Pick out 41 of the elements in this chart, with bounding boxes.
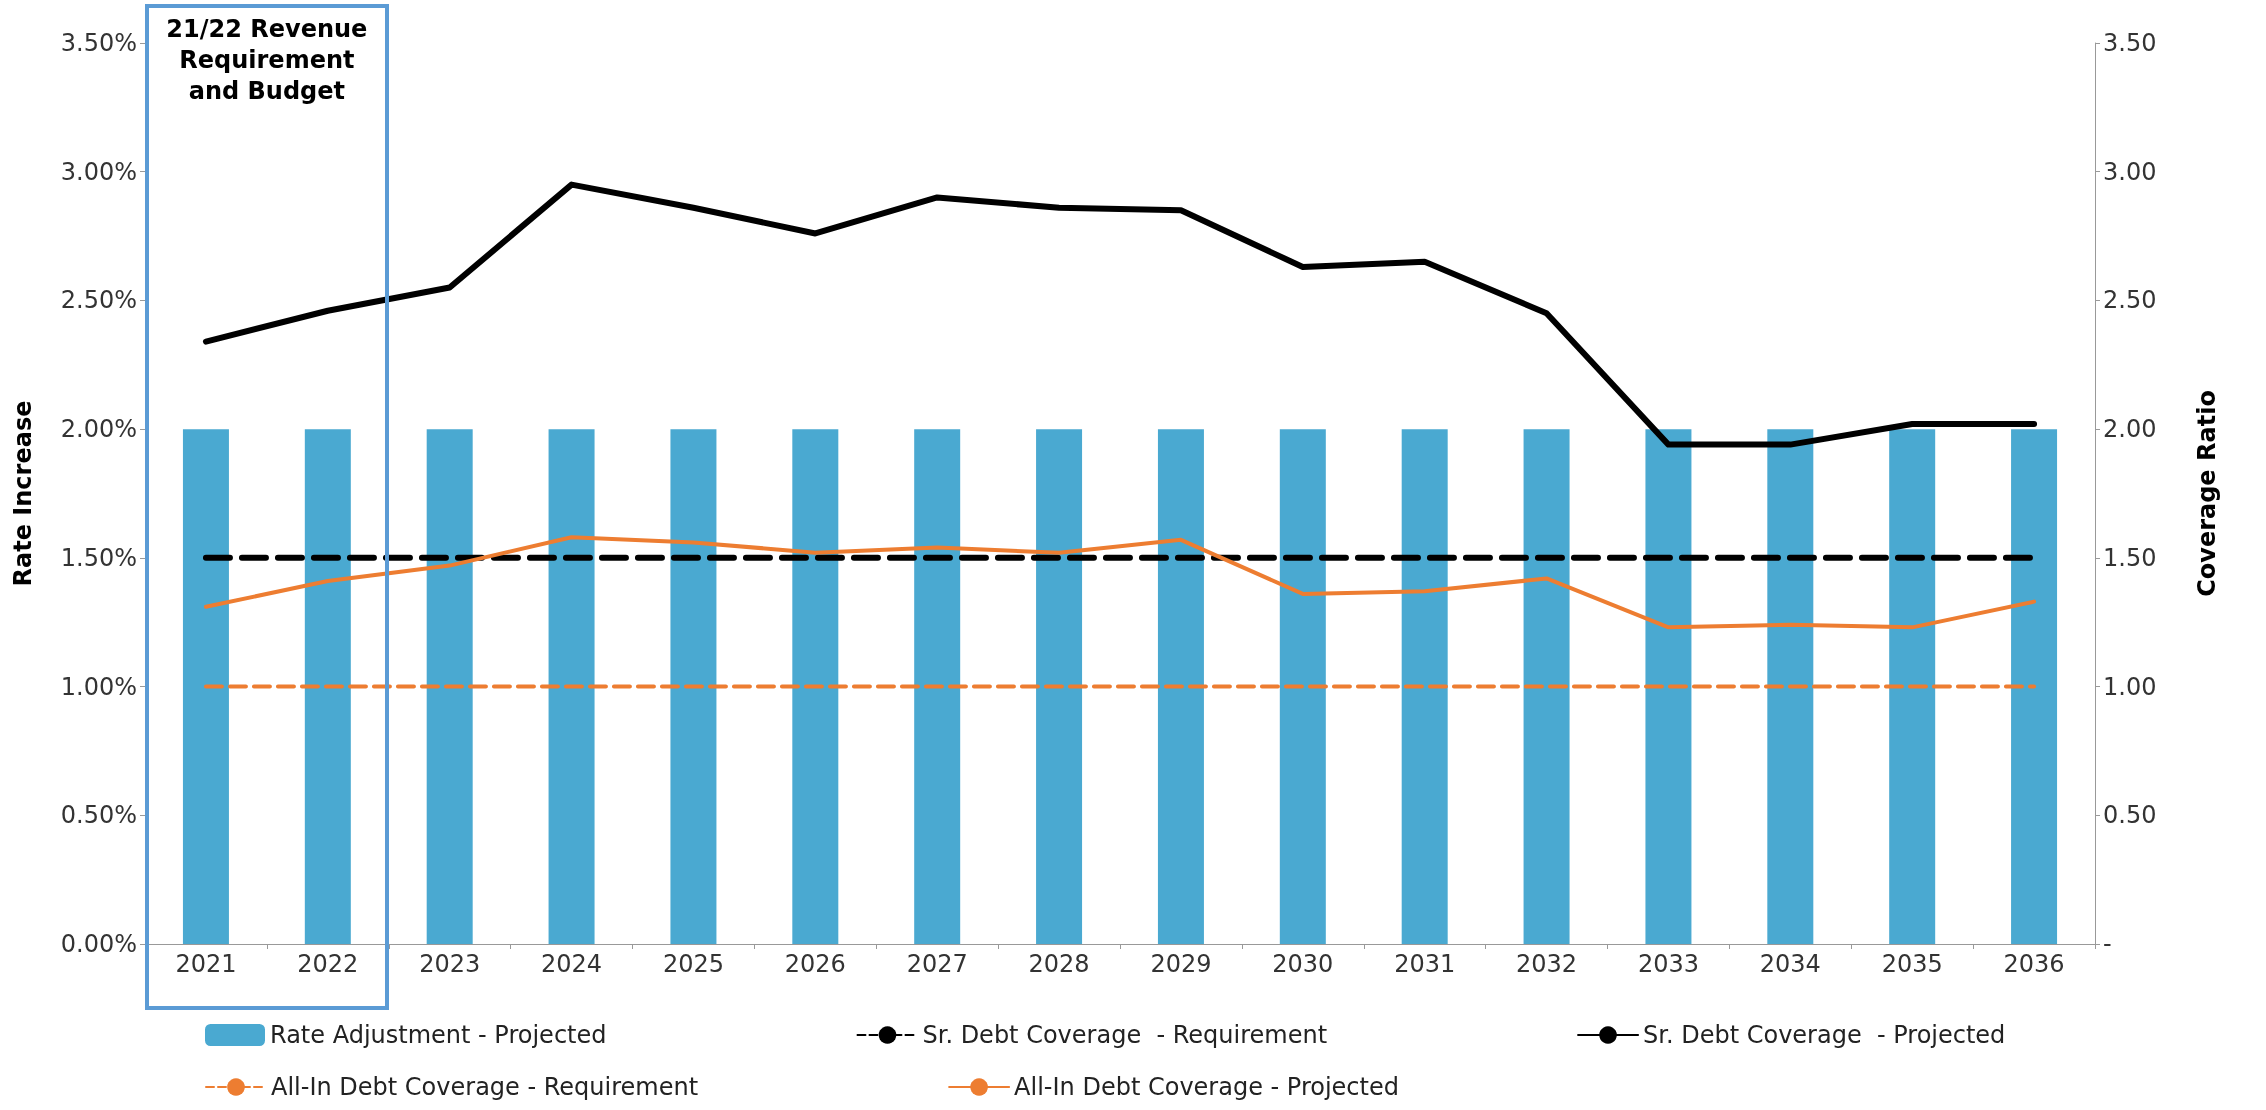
x-tick-label: 2035 <box>1881 950 1943 978</box>
y2-tick-label: 2.50 <box>2103 286 2157 315</box>
legend-label: All-In Debt Coverage - Requirement <box>271 1073 699 1101</box>
y2-tick-label: 1.00 <box>2103 672 2157 701</box>
y-tick-label: 1.00% <box>60 672 137 701</box>
y-tick-label: 0.50% <box>60 801 137 830</box>
legend-label: Sr. Debt Coverage - Requirement <box>922 1021 1328 1049</box>
y-tick-label: 2.00% <box>60 415 137 444</box>
x-tick-label: 2034 <box>1759 950 1821 978</box>
y-tick-label: 2.50% <box>60 286 137 315</box>
x-tick-label: 2026 <box>784 950 846 978</box>
x-tick-label: 2033 <box>1637 950 1699 978</box>
y2-tick-label: - <box>2103 930 2112 958</box>
y2-axis-title: Coverage Ratio <box>2193 390 2221 597</box>
line-series <box>203 535 2037 630</box>
legend-label: Rate Adjustment - Projected <box>270 1021 607 1049</box>
x-tick-label: 2036 <box>2003 950 2065 978</box>
y-tick-label: 3.50% <box>60 29 137 57</box>
legend-label: Sr. Debt Coverage - Projected <box>1643 1021 2006 1049</box>
x-tick-label: 2022 <box>297 950 359 978</box>
y-tick-label: 0.00% <box>60 930 137 958</box>
x-tick-label: 2024 <box>541 950 603 978</box>
x-tick-label: 2028 <box>1028 950 1090 978</box>
x-tick-label: 2025 <box>662 950 724 978</box>
y2-tick-label: 0.50 <box>2103 801 2157 830</box>
x-tick-label: 2023 <box>419 950 481 978</box>
y2-tick-label: 3.50 <box>2103 29 2157 57</box>
annotation: 21/22 Revenue Requirement and Budget <box>165 14 369 108</box>
x-tick-label: 2029 <box>1150 950 1212 978</box>
y2-tick-label: 1.50 <box>2103 543 2157 572</box>
x-tick-label: 2031 <box>1394 950 1456 978</box>
y-axis-title: Rate Increase <box>9 400 37 587</box>
y-tick-label: 3.00% <box>60 157 137 186</box>
x-tick-label: 2027 <box>906 950 968 978</box>
x-tick-label: 2032 <box>1516 950 1578 978</box>
y2-tick-label: 2.00 <box>2103 415 2157 444</box>
legend-label: All-In Debt Coverage - Projected <box>1014 1073 1399 1101</box>
x-tick-label: 2030 <box>1272 950 1334 978</box>
y-tick-label: 1.50% <box>60 543 137 572</box>
x-tick-label: 2021 <box>175 950 237 978</box>
y2-tick-label: 3.00 <box>2103 157 2157 186</box>
